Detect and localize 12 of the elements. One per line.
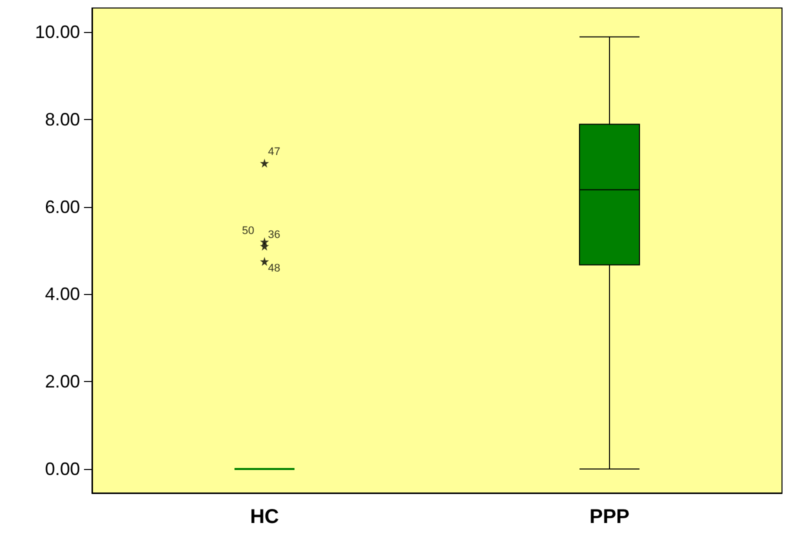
- annotation: 36: [268, 229, 280, 242]
- y-tick-label: 6.00: [44, 196, 80, 217]
- annotation: 47: [268, 146, 280, 158]
- annotation: 48: [268, 262, 280, 274]
- y-tick-label: 10.00: [34, 22, 80, 42]
- y-tick-label: 2.00: [44, 372, 80, 392]
- y-tick-label: 0.00: [44, 458, 80, 479]
- annotation: 50: [242, 224, 254, 237]
- x-tick-label: HC: [250, 506, 279, 528]
- y-tick-label: 4.00: [44, 284, 80, 304]
- y-tick-label: 8.00: [44, 109, 80, 130]
- x-tick-label: PPP: [589, 506, 630, 528]
